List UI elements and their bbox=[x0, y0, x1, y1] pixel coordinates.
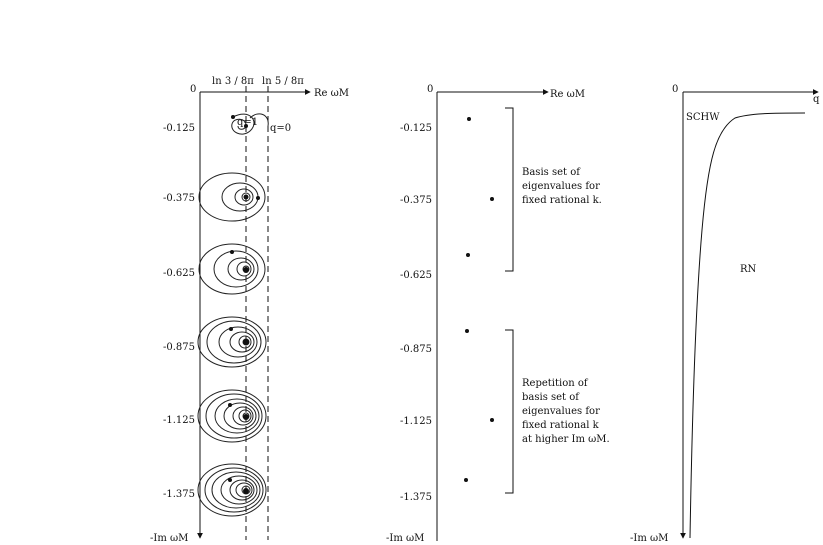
middle-panel: 0 Re ωM -Im ωM -0.125 -0.375 -0.625 -0.8… bbox=[386, 84, 610, 544]
middle-tick-3: -0.625 bbox=[400, 270, 432, 281]
middle-y-axis-label: -Im ωM bbox=[386, 533, 424, 544]
spiral-row-6 bbox=[197, 463, 267, 517]
right-origin-label: 0 bbox=[672, 84, 678, 95]
bracket-1 bbox=[505, 107, 514, 272]
middle-tick-6: -1.375 bbox=[400, 492, 432, 503]
annotation-2-line-2: basis set of bbox=[522, 392, 580, 403]
spiral-row-5 bbox=[197, 389, 267, 443]
left-panel: 0 Re ωM -Im ωM ln 3 / 8π ln 5 / 8π -0.12… bbox=[150, 76, 349, 544]
middle-origin-label: 0 bbox=[427, 84, 433, 95]
bracket-2 bbox=[505, 329, 514, 494]
annotation-2-line-5: at higher Im ωM. bbox=[522, 434, 610, 445]
right-label-schw: SCHW bbox=[686, 112, 720, 123]
right-label-rn: RN bbox=[740, 264, 757, 275]
annotation-2-line-1: Repetition of bbox=[522, 378, 589, 389]
middle-tick-5: -1.125 bbox=[400, 416, 432, 427]
left-tick-1: -0.125 bbox=[163, 123, 195, 134]
eigenvalue-dot-4 bbox=[465, 329, 469, 333]
eigenvalue-dot-5 bbox=[490, 418, 494, 422]
left-tick-6: -1.375 bbox=[163, 489, 195, 500]
curve-label-q1: q=1 bbox=[237, 117, 258, 128]
eigenvalue-dot-1 bbox=[467, 117, 471, 121]
left-y-axis-label: -Im ωM bbox=[150, 533, 188, 544]
annotation-1-line-2: eigenvalues for bbox=[522, 181, 600, 192]
right-x-axis-label: q bbox=[813, 94, 820, 105]
right-panel: 0 q -Im ωM SCHW RN bbox=[630, 84, 820, 544]
spiral-row-3 bbox=[198, 243, 266, 295]
left-tick-5: -1.125 bbox=[163, 415, 195, 426]
spiral-row-4 bbox=[197, 316, 267, 368]
left-tick-4: -0.875 bbox=[163, 342, 195, 353]
left-tick-2: -0.375 bbox=[163, 193, 195, 204]
annotation-2-line-4: fixed rational k bbox=[522, 420, 600, 431]
eigenvalue-dot-2 bbox=[490, 197, 494, 201]
spiral-row-2 bbox=[198, 172, 266, 222]
annotation-2-line-3: eigenvalues for bbox=[522, 406, 600, 417]
annotation-1-line-1: Basis set of bbox=[522, 167, 581, 178]
left-tick-3: -0.625 bbox=[163, 268, 195, 279]
right-y-axis-label: -Im ωM bbox=[630, 533, 668, 544]
left-dashed-label-2: ln 5 / 8π bbox=[262, 76, 304, 87]
eigenvalue-dot-6 bbox=[464, 478, 468, 482]
middle-x-axis-label: Re ωM bbox=[550, 89, 585, 100]
middle-tick-2: -0.375 bbox=[400, 195, 432, 206]
annotation-1-line-3: fixed rational k. bbox=[522, 195, 602, 206]
left-x-axis-label: Re ωM bbox=[314, 88, 349, 99]
eigenvalue-dot-3 bbox=[466, 253, 470, 257]
left-origin-label: 0 bbox=[190, 84, 196, 95]
curve-label-q0: q=0 bbox=[270, 123, 291, 134]
right-curve bbox=[689, 112, 806, 539]
spiral-top: q=1 q=0 bbox=[231, 113, 291, 135]
middle-tick-4: -0.875 bbox=[400, 344, 432, 355]
middle-tick-1: -0.125 bbox=[400, 123, 432, 134]
left-dashed-label-1: ln 3 / 8π bbox=[212, 76, 254, 87]
